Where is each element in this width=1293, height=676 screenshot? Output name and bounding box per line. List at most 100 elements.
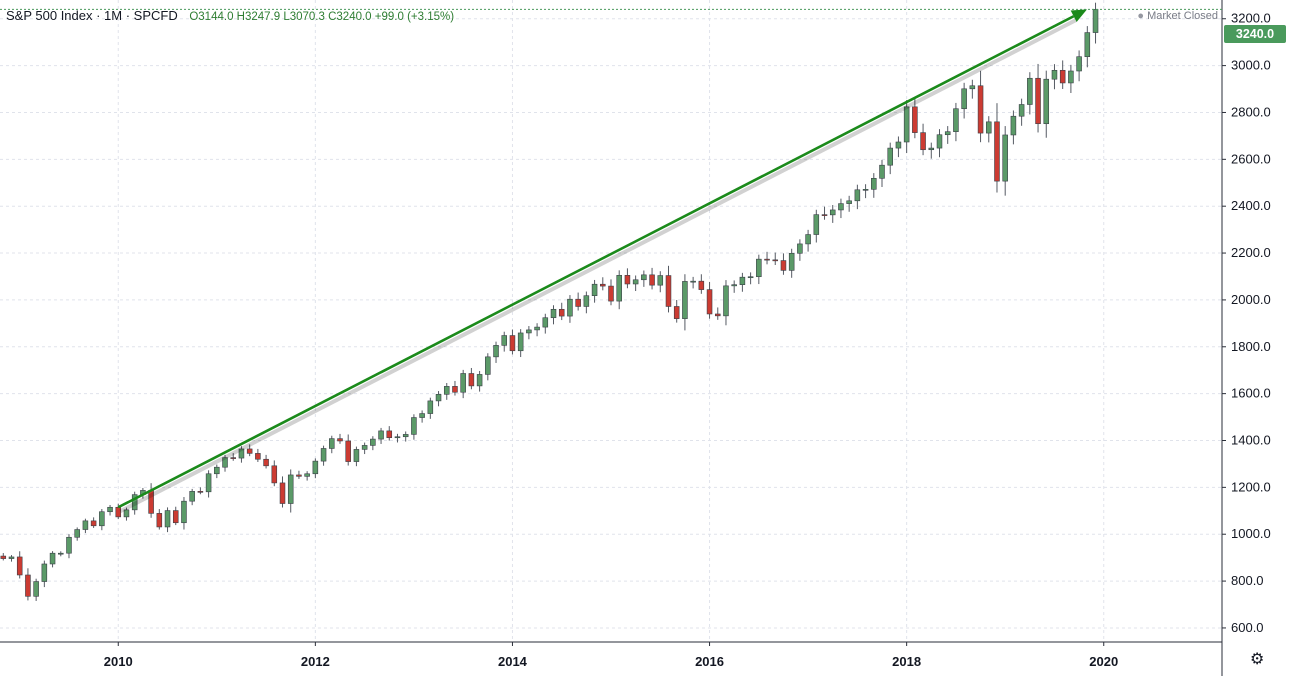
y-tick-label: 2800.0 (1231, 104, 1271, 119)
candle-body (25, 574, 31, 597)
candle-body (156, 513, 163, 528)
candle (172, 506, 179, 526)
market-status-label: Market Closed (1147, 10, 1218, 22)
candle (747, 272, 754, 285)
x-tick-label: 2020 (1089, 654, 1118, 669)
price-axis[interactable]: 600.0 800.0 1000.0 1200.0 1400.0 1600.0 1800.0… (1222, 11, 1271, 635)
trend-arrow-head[interactable] (1070, 9, 1087, 23)
candle (287, 469, 294, 513)
candle-body (600, 283, 606, 287)
candle (558, 302, 565, 321)
candle-body (665, 275, 672, 307)
candle (493, 341, 499, 363)
ohlc-values: O3144.0 H3247.9 L3070.3 C3240.0 +99.0 (+… (189, 11, 455, 23)
candle (296, 470, 302, 479)
candle-body (838, 203, 844, 211)
candle-body (772, 259, 779, 262)
candle-body (953, 108, 959, 132)
candle-body (698, 280, 705, 290)
candle-body (1043, 78, 1050, 125)
candle (156, 509, 163, 530)
candle-body (238, 448, 245, 459)
candle-body (493, 345, 499, 358)
candle (936, 129, 943, 158)
candle (788, 248, 795, 278)
candle-body (246, 448, 253, 454)
candle (1059, 60, 1066, 89)
candle (1035, 63, 1041, 133)
candle (920, 123, 926, 156)
candle-body (1018, 104, 1025, 117)
candle-body (58, 552, 64, 555)
candle (329, 435, 335, 454)
candle (879, 159, 885, 187)
candle (378, 427, 384, 444)
candle (953, 102, 959, 142)
candle (567, 295, 573, 323)
candle (214, 464, 220, 479)
candle-body (197, 491, 204, 493)
candle (345, 434, 351, 466)
time-axis[interactable]: 2010 2012 2014 2016 2018 2020 (104, 642, 1118, 669)
candle-body (805, 234, 811, 245)
candle-body (936, 134, 943, 149)
candle (903, 100, 910, 154)
chart-header: S&P 500 Index · 1M · SPCFD O3144.0 H3247… (6, 8, 454, 23)
candle (583, 291, 590, 314)
candle-body (591, 283, 598, 296)
candle-body (230, 457, 236, 459)
candle-body (575, 298, 581, 307)
trend-arrow[interactable] (117, 9, 1087, 514)
candle (230, 453, 236, 461)
y-tick-label: 1600.0 (1231, 386, 1271, 401)
y-tick-label: 600.0 (1231, 620, 1264, 635)
trend-arrow-shadow (119, 18, 1077, 514)
candle-body (287, 474, 294, 504)
candle-body (107, 506, 113, 513)
candle-body (361, 445, 368, 450)
candle (641, 270, 647, 287)
candle (764, 251, 770, 265)
candle (517, 329, 524, 358)
candle-body (550, 308, 557, 319)
candle-body (764, 258, 770, 261)
y-tick-label: 800.0 (1231, 573, 1264, 588)
candle-body (222, 457, 228, 468)
y-tick-label: 1400.0 (1231, 432, 1271, 447)
candle-body (370, 438, 376, 446)
gear-icon[interactable]: ⚙ (1250, 651, 1265, 668)
x-tick-label: 2018 (892, 654, 921, 669)
candle (772, 252, 779, 266)
candle-body (673, 306, 680, 319)
candle-body (1059, 69, 1066, 84)
candle-body (567, 298, 573, 317)
last-price-tag: 3240.0 (1224, 25, 1286, 43)
candle (731, 280, 737, 293)
candle-body (476, 374, 483, 387)
candle-body (780, 260, 787, 271)
candle-body (452, 386, 458, 393)
symbol-title[interactable]: S&P 500 Index · 1M · SPCFD (6, 8, 178, 23)
candle (994, 103, 1000, 193)
grid-lines (0, 0, 1222, 642)
market-status: ● Market Closed (1137, 10, 1218, 22)
candle-body (255, 453, 261, 460)
x-tick-label: 2010 (104, 654, 133, 669)
trend-arrow-line[interactable] (117, 15, 1075, 509)
candle-body (386, 430, 393, 438)
candle-body (123, 509, 130, 518)
x-tick-label: 2014 (498, 654, 528, 669)
candle-body (517, 332, 524, 352)
candle (435, 391, 442, 407)
candle (969, 79, 976, 99)
candle (49, 551, 56, 568)
candle-body (624, 275, 631, 285)
candle-body (829, 209, 836, 216)
candle (780, 253, 787, 275)
candle-body (558, 308, 565, 317)
candle-body (99, 511, 105, 527)
candle (756, 254, 762, 285)
candle (706, 281, 713, 319)
candle-body (961, 88, 967, 110)
